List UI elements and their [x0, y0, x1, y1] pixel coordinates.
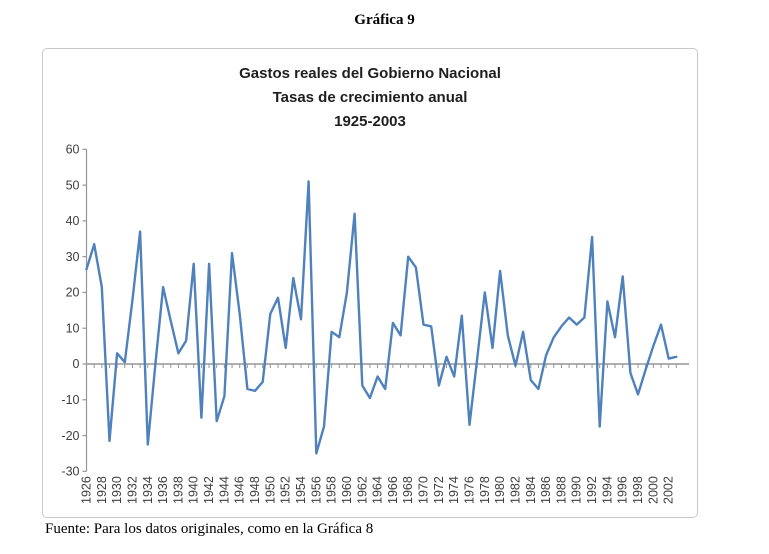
page-title: Gráfica 9	[354, 12, 415, 28]
chart-title-line-2: Tasas de crecimiento anual	[272, 89, 468, 106]
x-axis-tick-label: 1966	[386, 476, 400, 504]
chart-title: Gastos reales del Gobierno Nacional Tasa…	[43, 62, 697, 134]
x-axis-tick-label: 1984	[524, 476, 538, 504]
x-axis-tick-label: 1944	[217, 476, 231, 504]
x-axis-tick-label: 1926	[80, 476, 94, 504]
x-axis-tick-label: 1968	[401, 476, 415, 504]
x-axis-tick-label: 1998	[631, 476, 645, 504]
x-axis-tick-label: 1976	[463, 476, 477, 504]
x-axis-tick-label: 1964	[371, 476, 385, 504]
chart-frame: 60 50 40 30 20 10 0 -10 -20 -30 1926 1928 1930 1932 19…	[42, 48, 698, 518]
y-axis-tick-label: 10	[66, 321, 80, 335]
y-axis-tick-label: 30	[66, 250, 80, 264]
source-note: Fuente: Para los datos originales, como …	[45, 521, 374, 537]
x-axis-tick-label: 1936	[156, 476, 170, 504]
x-axis-tick-label: 2000	[646, 476, 660, 504]
y-axis-tick-label: -30	[61, 465, 79, 479]
x-axis-tick-label: 1992	[585, 476, 599, 504]
data-line-series	[85, 180, 678, 455]
x-axis-tick-label: 1974	[447, 476, 461, 504]
x-axis-tick-label: 1972	[432, 476, 446, 504]
x-axis-tick-label: 1940	[187, 476, 201, 504]
y-axis-tick-label: 0	[73, 357, 80, 371]
chart-title-line-1: Gastos reales del Gobierno Nacional	[239, 65, 501, 82]
y-axis-tick-label: 40	[66, 214, 80, 228]
x-axis-tick-label: 1942	[202, 476, 216, 504]
x-axis-tick-label: 1986	[539, 476, 553, 504]
x-axis-tick-label: 1962	[355, 476, 369, 504]
x-axis-tick-label: 1978	[478, 476, 492, 504]
x-axis-tick-label: 1946	[233, 476, 247, 504]
x-axis-tick-label: 1934	[141, 476, 155, 504]
y-axis-tick-label: 20	[66, 286, 80, 300]
x-axis-tick-label: 1952	[279, 476, 293, 504]
y-axis-tick-label: 60	[66, 143, 80, 157]
x-axis-tick-label: 1932	[125, 476, 139, 504]
x-axis-tick-label: 1954	[294, 476, 308, 504]
x-axis-tick-label: 1930	[110, 476, 124, 504]
x-axis-tick-label: 1994	[600, 476, 614, 504]
chart-title-line-3: 1925-2003	[334, 113, 406, 130]
x-axis-tick-label: 1950	[263, 476, 277, 504]
x-axis-tick-label: 1958	[325, 476, 339, 504]
x-axis-tick-label: 1988	[554, 476, 568, 504]
x-axis-tick-label: 1996	[616, 476, 630, 504]
y-axis-tick-label: -10	[61, 393, 79, 407]
x-axis-tick-label: 1970	[417, 476, 431, 504]
x-axis-tick-label: 1982	[508, 476, 522, 504]
x-axis-tick-label: 1948	[248, 476, 262, 504]
x-axis-tick-label: 1956	[309, 476, 323, 504]
x-axis-tick-label: 1980	[493, 476, 507, 504]
y-axis-tick-label: -20	[61, 429, 79, 443]
x-axis-tick-label: 1960	[340, 476, 354, 504]
x-axis-tick-label: 1928	[95, 476, 109, 504]
x-axis-tick-label: 2002	[662, 476, 676, 504]
y-axis-tick-label: 50	[66, 178, 80, 192]
x-axis-tick-label: 1990	[570, 476, 584, 504]
x-axis-tick-label: 1938	[171, 476, 185, 504]
